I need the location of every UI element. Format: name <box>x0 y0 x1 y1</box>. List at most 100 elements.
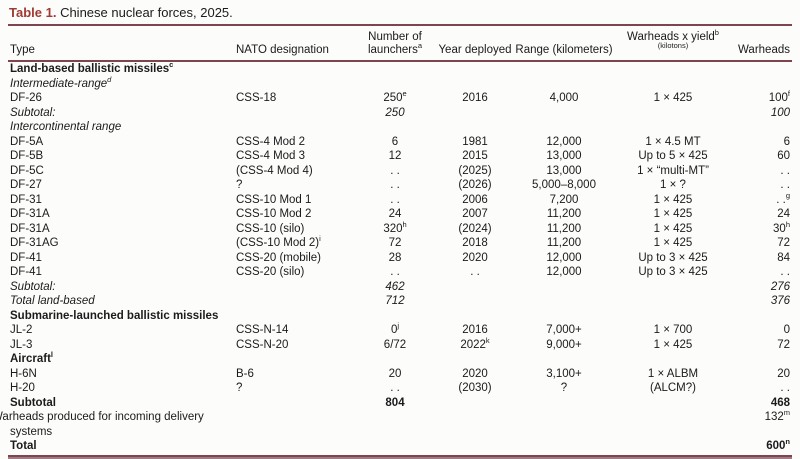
cell-range: 9,000+ <box>546 338 582 351</box>
cell-year <box>436 352 514 367</box>
cell-launchers <box>354 309 436 324</box>
table-row: DF-31 CSS-10 Mod 1 . . 2006 7,200 1 × 425 . .g <box>8 191 792 208</box>
cell-launchers: 804 <box>385 396 405 409</box>
footnote-marker: n <box>785 437 790 447</box>
cell-yield: Up to 3 × 425 <box>638 266 708 278</box>
cell-yield: 1 × 700 <box>653 324 693 336</box>
row-label: DF-31A <box>10 222 50 235</box>
cell-launchers: 72 <box>388 237 402 249</box>
cell-year <box>436 410 514 439</box>
cell-launchers <box>354 61 436 77</box>
cell-range <box>514 294 614 309</box>
cell-launchers <box>354 120 436 135</box>
header-row: Type NATO designation Number of launchersa… <box>8 26 792 62</box>
cell-year: . . <box>470 266 480 278</box>
cell-warheads: 72 <box>777 338 790 351</box>
cell-year: 2015 <box>462 150 488 162</box>
cell-nato: CSS-N-14 <box>236 324 289 336</box>
cell-nato: CSS-18 <box>236 92 277 104</box>
cell-nato <box>236 439 354 454</box>
cell-year <box>436 309 514 324</box>
cell-year: 2020 <box>462 251 488 264</box>
cell-warheads: . . <box>780 164 790 177</box>
cell-warheads: 132m <box>764 408 790 423</box>
cell-range <box>514 410 614 439</box>
cell-range: 12,000 <box>546 251 582 264</box>
table-row: DF-31AG (CSS-10 Mod 2)i 72 2018 11,200 1 × 42… <box>8 235 792 251</box>
cell-warheads: 100f <box>768 89 790 104</box>
cell-warheads: 84 <box>777 251 790 264</box>
footnote-marker: h <box>785 219 790 229</box>
cell-launchers <box>354 439 436 454</box>
cell-nato <box>236 309 354 324</box>
footnote-marker: c <box>169 60 174 70</box>
table-row: DF-26 CSS-18 250e 2016 4,000 1 × 425 100f <box>8 89 792 106</box>
cell-nato: CSS-N-20 <box>236 338 289 351</box>
row-label: DF-5A <box>10 135 44 148</box>
cell-launchers: 250 <box>385 106 405 119</box>
cell-year <box>436 439 514 454</box>
cell-yield: 1 × ALBM <box>647 367 699 380</box>
table-row: Subtotal: 462 276 <box>8 280 792 295</box>
cell-launchers: 0j <box>390 321 400 336</box>
table-row: DF-5C (CSS-4 Mod 4) . . (2025) 13,000 1 × “mu… <box>8 164 792 179</box>
row-label: DF-41 <box>10 251 42 264</box>
cell-nato <box>236 294 354 309</box>
footnote-marker: f <box>787 89 790 99</box>
cell-yield: 1 × 425 <box>653 237 693 249</box>
section-row: Aircraftl <box>8 350 792 367</box>
cell-warheads <box>732 77 792 92</box>
row-label: DF-27 <box>10 179 42 191</box>
cell-launchers: . . <box>390 382 400 394</box>
cell-yield <box>614 77 732 92</box>
cell-yield <box>614 61 732 77</box>
cell-year: 2016 <box>462 92 488 104</box>
footnote-marker: e <box>402 89 407 99</box>
cell-launchers: 712 <box>385 295 405 307</box>
row-label: DF-31AG <box>10 237 59 249</box>
row-label: Subtotal <box>10 396 56 409</box>
table-row: Intermediate-ranged <box>8 75 792 92</box>
row-label: Total land-based <box>10 295 95 307</box>
cell-range <box>514 77 614 92</box>
table-row: DF-5A CSS-4 Mod 2 6 1981 12,000 1 × 4.5 MT 6 <box>8 135 792 150</box>
cell-year <box>436 280 514 295</box>
cell-yield <box>614 396 732 411</box>
cell-warheads: 24 <box>777 208 790 220</box>
cell-range: 3,100+ <box>546 367 582 380</box>
footnote-marker: m <box>783 408 790 418</box>
row-label: DF-31 <box>10 193 42 206</box>
footnote-marker: l <box>50 350 53 360</box>
cell-launchers: 20 <box>388 367 402 380</box>
column-header-warheads: Warheads <box>732 26 792 62</box>
cell-yield <box>614 280 732 295</box>
cell-year: (2026) <box>458 179 492 191</box>
cell-year <box>436 294 514 309</box>
cell-year: (2025) <box>458 164 492 177</box>
cell-range: 4,000 <box>549 92 579 104</box>
cell-nato: CSS-10 Mod 1 <box>236 193 312 206</box>
table-row: DF-31A CSS-10 Mod 2 24 2007 11,200 1 × 425 24 <box>8 207 792 222</box>
table-row: JL-3 CSS-N-20 6/72 2022k 9,000+ 1 × 425 72 <box>8 336 792 353</box>
cell-range: 13,000 <box>546 164 582 177</box>
cell-yield <box>614 294 732 309</box>
cell-launchers: 12 <box>388 150 402 162</box>
cell-nato <box>236 410 354 439</box>
cell-launchers: 320h <box>383 219 407 235</box>
section-row: Submarine-launched ballistic missiles <box>8 309 792 324</box>
row-label: Intercontinental range <box>10 121 122 133</box>
cell-launchers <box>354 352 436 367</box>
row-label: H-6N <box>10 367 37 380</box>
cell-year: 2016 <box>462 324 488 336</box>
column-header-year: Year deployed <box>436 26 514 62</box>
row-label: Warheads produced for incoming delivery … <box>0 411 204 438</box>
table-caption-label: Table 1. <box>9 5 57 20</box>
cell-nato <box>236 396 354 411</box>
cell-range: 5,000–8,000 <box>532 179 596 191</box>
table-row: Total land-based 712 376 <box>8 294 792 309</box>
row-label: Submarine-launched ballistic missiles <box>10 309 219 322</box>
cell-warheads <box>732 352 792 367</box>
cell-warheads <box>732 61 792 77</box>
cell-range <box>514 280 614 295</box>
table-row: DF-27? . . (2026) 5,000–8,000 1 × ? . . <box>8 178 792 193</box>
